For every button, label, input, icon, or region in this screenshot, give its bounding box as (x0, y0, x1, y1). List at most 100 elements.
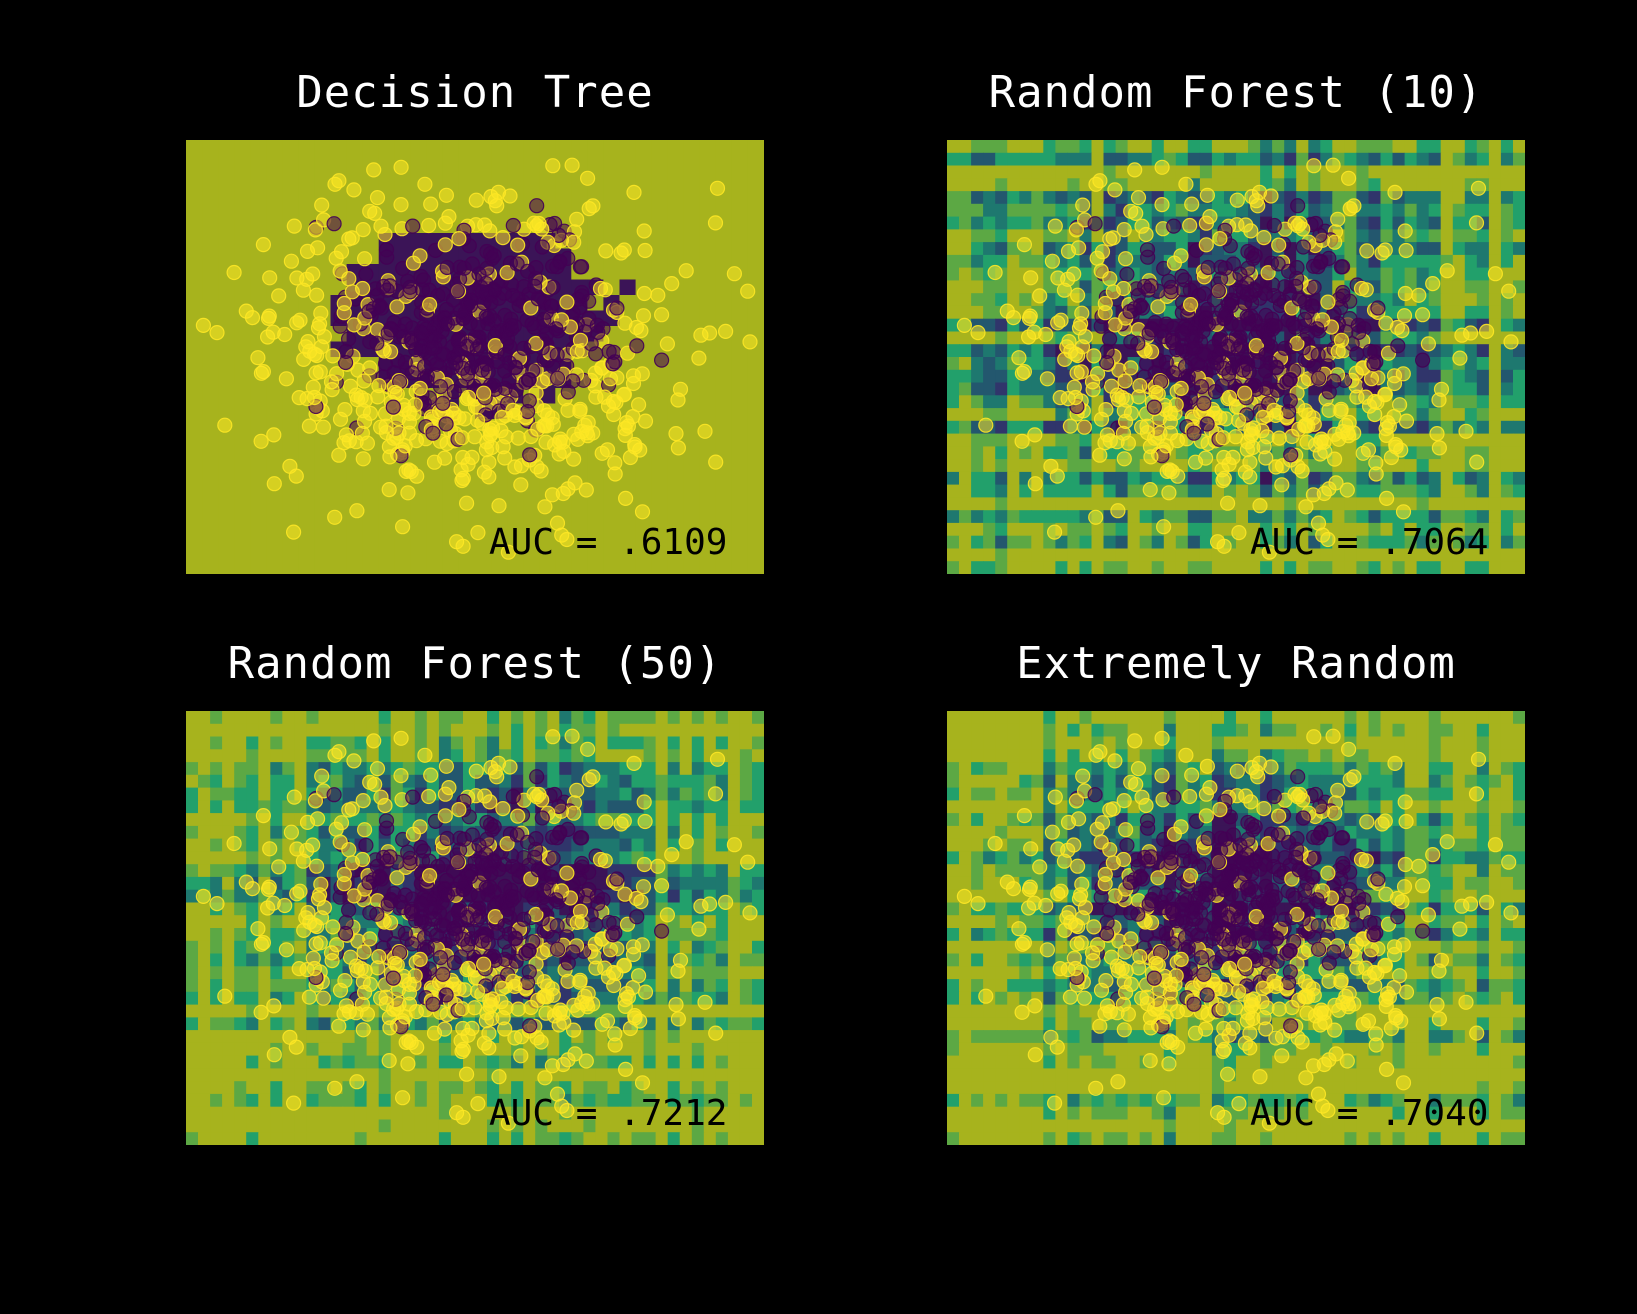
surface-cell (1416, 459, 1430, 473)
surface-cell (703, 851, 717, 865)
point-class-1 (371, 378, 387, 394)
surface-cell (1488, 293, 1502, 307)
point-class-1 (1306, 158, 1322, 174)
point-class-0 (505, 217, 521, 234)
surface-cell (1428, 369, 1442, 384)
surface-cell (282, 155, 299, 172)
surface-cell (1368, 484, 1382, 498)
surface-cell (442, 171, 460, 188)
surface-cell (971, 522, 984, 537)
point-class-1 (1271, 237, 1287, 253)
surface-cell (971, 471, 984, 486)
point-class-1 (1128, 205, 1144, 222)
surface-cell (218, 558, 235, 574)
surface-cell (752, 838, 764, 852)
surface-cell (1127, 471, 1141, 486)
surface-cell (947, 395, 960, 409)
point-class-0 (1165, 365, 1181, 381)
surface-cell (475, 558, 492, 574)
panel-title-random-forest-50: Random Forest (50) (227, 638, 723, 689)
surface-cell (947, 408, 960, 422)
surface-cell (699, 512, 717, 529)
surface-cell (410, 140, 428, 157)
surface-cell (1091, 152, 1105, 167)
surface-cell (1272, 446, 1285, 460)
surface-cell (619, 465, 637, 482)
surface-cell (715, 876, 729, 891)
surface-cell (995, 484, 1008, 498)
surface-cell (995, 522, 1008, 537)
surface-cell (1019, 178, 1032, 192)
surface-cell (1091, 522, 1105, 537)
surface-cell (1103, 522, 1117, 537)
surface-cell (699, 264, 717, 281)
surface-cell (342, 711, 356, 725)
surface-cell (1332, 548, 1345, 562)
surface-cell (394, 558, 412, 574)
surface-cell (983, 484, 996, 498)
surface-cell (1175, 510, 1189, 524)
point-class-1 (238, 303, 254, 319)
surface-cell (270, 723, 283, 738)
point-class-0 (425, 425, 441, 441)
surface-cell (1368, 331, 1382, 345)
surface-cell (491, 512, 508, 529)
surface-cell (731, 233, 749, 250)
surface-cell (643, 774, 657, 789)
surface-cell (1416, 203, 1430, 218)
surface-cell (555, 558, 572, 574)
surface-cell (995, 420, 1008, 435)
point-class-0 (1186, 425, 1202, 441)
surface-cell (218, 357, 235, 374)
surface-cell (655, 774, 669, 789)
surface-cell (947, 484, 960, 498)
surface-cell (1404, 548, 1418, 562)
surface-cell (971, 561, 984, 574)
surface-cell (354, 723, 368, 738)
surface-cell (1500, 459, 1514, 473)
surface-cell (1031, 446, 1044, 460)
point-class-0 (545, 279, 561, 295)
surface-cell (727, 736, 741, 750)
point-class-1 (400, 485, 416, 501)
surface-cell (1332, 497, 1345, 511)
surface-cell (330, 774, 344, 789)
surface-cell (1416, 254, 1430, 269)
surface-cell (394, 233, 412, 250)
surface-cell (607, 838, 621, 852)
surface-cell (1127, 178, 1141, 192)
point-class-1 (709, 180, 726, 196)
surface-cell (378, 736, 392, 750)
surface-cell (1440, 357, 1454, 371)
surface-cell (715, 774, 729, 789)
surface-cell (330, 723, 344, 738)
surface-cell (250, 558, 267, 574)
surface-cell (1272, 178, 1285, 192)
surface-cell (1500, 152, 1514, 167)
surface-cell (715, 310, 733, 327)
surface-cell (1031, 140, 1044, 154)
point-class-1 (381, 439, 397, 455)
point-class-0 (1158, 354, 1174, 370)
point-class-1 (999, 303, 1015, 319)
surface-cell (202, 171, 219, 188)
surface-cell (186, 864, 199, 878)
surface-cell (571, 543, 588, 560)
surface-cell (1211, 522, 1225, 537)
surface-cell (266, 140, 283, 157)
surface-cell (619, 527, 637, 544)
surface-cell (1464, 382, 1478, 396)
surface-cell (1248, 548, 1261, 562)
surface-cell (475, 155, 492, 172)
point-class-1 (1154, 196, 1170, 213)
point-class-0 (432, 379, 449, 395)
point-class-1 (1328, 475, 1344, 491)
point-class-1 (255, 236, 272, 253)
point-class-1 (1092, 173, 1108, 189)
surface-cell (603, 186, 621, 203)
point-class-1 (616, 386, 632, 402)
surface-cell (1513, 318, 1525, 333)
surface-cell (643, 838, 657, 852)
surface-cell (298, 481, 316, 498)
point-class-1 (632, 442, 648, 458)
